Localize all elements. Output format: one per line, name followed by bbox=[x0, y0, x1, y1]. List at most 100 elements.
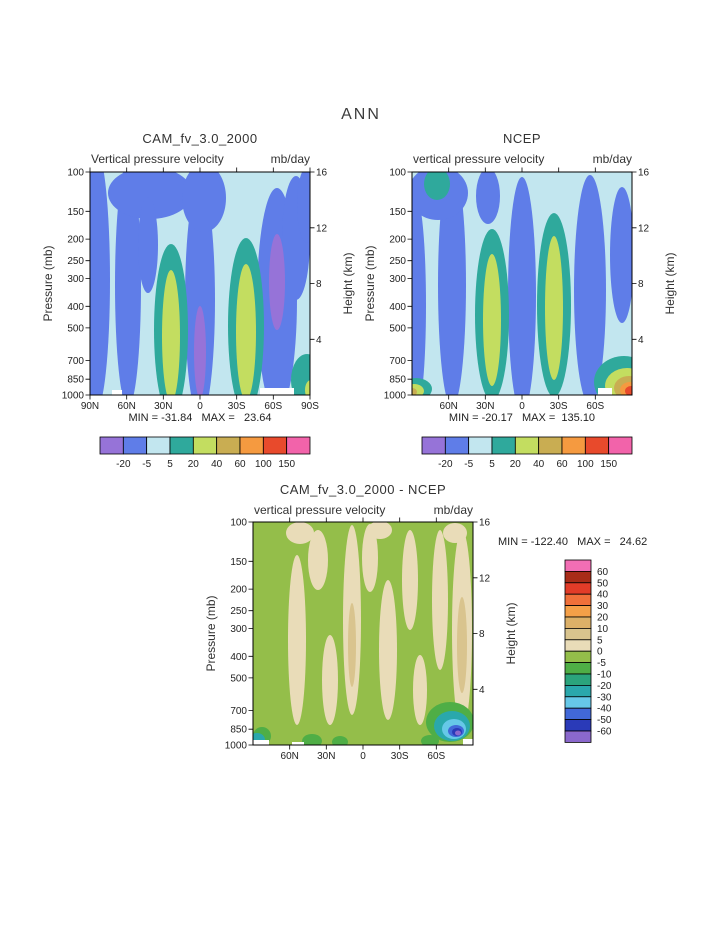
ncep-ytick: 100 bbox=[389, 168, 406, 179]
diff-height-tick: 8 bbox=[479, 629, 485, 640]
colorbar-label: 50 bbox=[597, 578, 609, 589]
colorbar-label: 100 bbox=[577, 459, 594, 470]
diff-right-ticks bbox=[473, 521, 478, 690]
cam-height-tick: 8 bbox=[316, 279, 322, 290]
diff-ytick: 700 bbox=[230, 706, 247, 717]
colorbar-cell bbox=[564, 605, 592, 618]
colorbar-cell bbox=[608, 436, 633, 455]
colorbar-cell bbox=[468, 436, 493, 455]
cam-strong-descent-cores bbox=[194, 234, 285, 395]
colorbar-cell bbox=[564, 628, 592, 641]
cam-title: CAM_fv_3.0_2000 bbox=[142, 131, 257, 146]
diff-minmax: MIN = -122.40 MAX = 24.62 bbox=[498, 536, 647, 548]
colorbar-label: 20 bbox=[188, 459, 200, 470]
diff-left-ticks bbox=[248, 521, 253, 746]
colorbar-cell bbox=[564, 616, 592, 629]
ncep-ytick: 700 bbox=[389, 356, 406, 367]
colorbar-label: 20 bbox=[510, 459, 522, 470]
ncep-top-ticks bbox=[448, 167, 596, 172]
ncep-red-core bbox=[625, 386, 632, 395]
cam-panel: CAM_fv_3.0_2000 Vertical pressure veloci… bbox=[41, 131, 355, 470]
colorbar-label: 10 bbox=[597, 624, 609, 635]
colorbar-cell bbox=[514, 436, 540, 455]
colorbar-label: 150 bbox=[600, 459, 617, 470]
cam-ytick: 1000 bbox=[62, 391, 85, 402]
cam-bottom-ticks bbox=[89, 395, 311, 400]
colorbar-cell bbox=[239, 436, 264, 455]
colorbar-label: 5 bbox=[597, 635, 603, 646]
diff-bottom-ticks bbox=[289, 745, 437, 750]
colorbar-cell bbox=[99, 436, 124, 455]
diff-ytick: 250 bbox=[230, 606, 247, 617]
colorbar-cell bbox=[122, 436, 148, 455]
colorbar-label: 60 bbox=[556, 459, 568, 470]
ncep-xtick: 60S bbox=[586, 401, 604, 412]
colorbar-label: 150 bbox=[278, 459, 295, 470]
diff-contour-field bbox=[253, 522, 473, 745]
ncep-ytick: 500 bbox=[389, 323, 406, 334]
colorbar-cell bbox=[146, 436, 171, 455]
diff-xtick: 0 bbox=[360, 751, 366, 762]
ncep-left-ticks bbox=[407, 171, 412, 396]
cam-minmax: MIN = -31.84 MAX = 23.64 bbox=[128, 412, 271, 424]
diff-ytick: 850 bbox=[230, 725, 247, 736]
colorbar-label: -10 bbox=[597, 670, 612, 681]
ncep-bottom-ticks bbox=[448, 395, 596, 400]
ncep-height-tick: 8 bbox=[638, 279, 644, 290]
cam-ytick: 400 bbox=[67, 302, 84, 313]
diff-height-tick: 16 bbox=[479, 518, 491, 529]
cam-ytick: 100 bbox=[67, 168, 84, 179]
cam-xtick: 30N bbox=[154, 401, 172, 412]
cam-subtitle: Vertical pressure velocity bbox=[91, 152, 224, 166]
colorbar-label: 40 bbox=[597, 590, 609, 601]
colorbar-cell bbox=[216, 436, 241, 455]
ncep-units-label: mb/day bbox=[593, 152, 632, 166]
colorbar-label: 5 bbox=[167, 459, 173, 470]
colorbar-cell bbox=[286, 436, 311, 455]
colorbar-cell bbox=[564, 730, 592, 743]
cam-ylabel: Pressure (mb) bbox=[41, 245, 55, 321]
diff-stronger-positive-cores bbox=[348, 597, 467, 693]
colorbar-cell bbox=[262, 436, 288, 455]
ncep-weak-descent-regions bbox=[412, 172, 632, 395]
cam-strong-ascent-cores bbox=[162, 264, 310, 395]
colorbar-cell bbox=[564, 650, 592, 664]
colorbar-label: 40 bbox=[211, 459, 223, 470]
colorbar-label: 60 bbox=[234, 459, 246, 470]
colorbar-cell bbox=[564, 685, 592, 698]
diff-ylabel-right: Height (km) bbox=[504, 602, 518, 664]
colorbar-cell bbox=[584, 436, 610, 455]
colorbar-label: -50 bbox=[597, 715, 612, 726]
ncep-ytick: 1000 bbox=[384, 391, 407, 402]
cam-height-tick: 16 bbox=[316, 168, 328, 179]
cam-ytick: 300 bbox=[67, 274, 84, 285]
cam-ytick: 850 bbox=[67, 375, 84, 386]
colorbar-cell bbox=[538, 436, 563, 455]
colorbar-cell bbox=[564, 673, 592, 686]
ncep-minmax: MIN = -20.17 MAX = 135.10 bbox=[449, 412, 595, 424]
ncep-xtick: 30S bbox=[550, 401, 568, 412]
colorbar-label: 100 bbox=[255, 459, 272, 470]
cam-contour-field bbox=[90, 172, 310, 395]
page-title: ANN bbox=[341, 106, 381, 123]
ncep-panel: NCEP vertical pressure velocity mb/day bbox=[363, 131, 677, 470]
colorbar-label: -20 bbox=[438, 459, 453, 470]
ncep-subtitle: vertical pressure velocity bbox=[413, 152, 544, 166]
colorbar-label: 20 bbox=[597, 613, 609, 624]
ncep-ytick: 850 bbox=[389, 375, 406, 386]
diff-ytick: 100 bbox=[230, 518, 247, 529]
cam-height-tick: 4 bbox=[316, 335, 322, 346]
ncep-ytick: 150 bbox=[389, 207, 406, 218]
cam-xtick: 60N bbox=[118, 401, 136, 412]
colorbar-label: -5 bbox=[142, 459, 151, 470]
colorbar-label: -5 bbox=[597, 658, 606, 669]
colorbar-cell bbox=[564, 662, 592, 675]
colorbar-label: 30 bbox=[597, 601, 609, 612]
diff-ylabel: Pressure (mb) bbox=[204, 595, 218, 671]
ncep-right-ticks bbox=[632, 171, 637, 340]
colorbar-cell bbox=[192, 436, 218, 455]
ncep-height-tick: 12 bbox=[638, 223, 650, 234]
colorbar-cell bbox=[564, 707, 592, 721]
diff-top-ticks bbox=[289, 517, 437, 522]
